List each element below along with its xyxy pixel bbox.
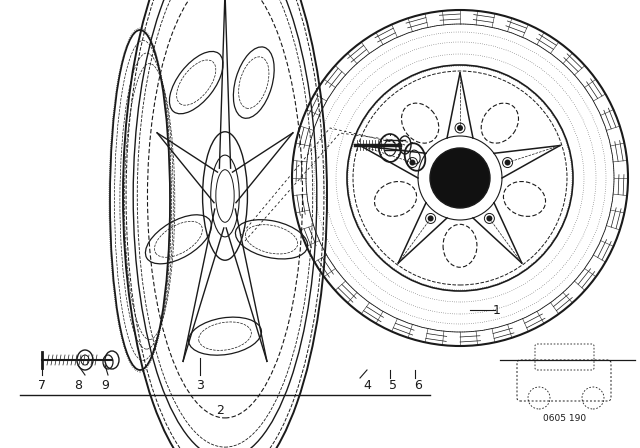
- Text: 0605 190: 0605 190: [543, 414, 587, 422]
- Text: 9: 9: [101, 379, 109, 392]
- Text: 5: 5: [389, 379, 397, 392]
- Text: 6: 6: [414, 379, 422, 392]
- Circle shape: [504, 159, 511, 166]
- Circle shape: [428, 215, 434, 221]
- Text: 8: 8: [74, 379, 82, 392]
- Circle shape: [410, 159, 415, 166]
- Text: 3: 3: [196, 379, 204, 392]
- Circle shape: [486, 215, 492, 221]
- Text: 4: 4: [363, 379, 371, 392]
- Text: 7: 7: [38, 379, 46, 392]
- Circle shape: [430, 148, 490, 208]
- Circle shape: [457, 125, 463, 131]
- Text: 2: 2: [216, 404, 224, 417]
- Text: 1: 1: [493, 303, 501, 316]
